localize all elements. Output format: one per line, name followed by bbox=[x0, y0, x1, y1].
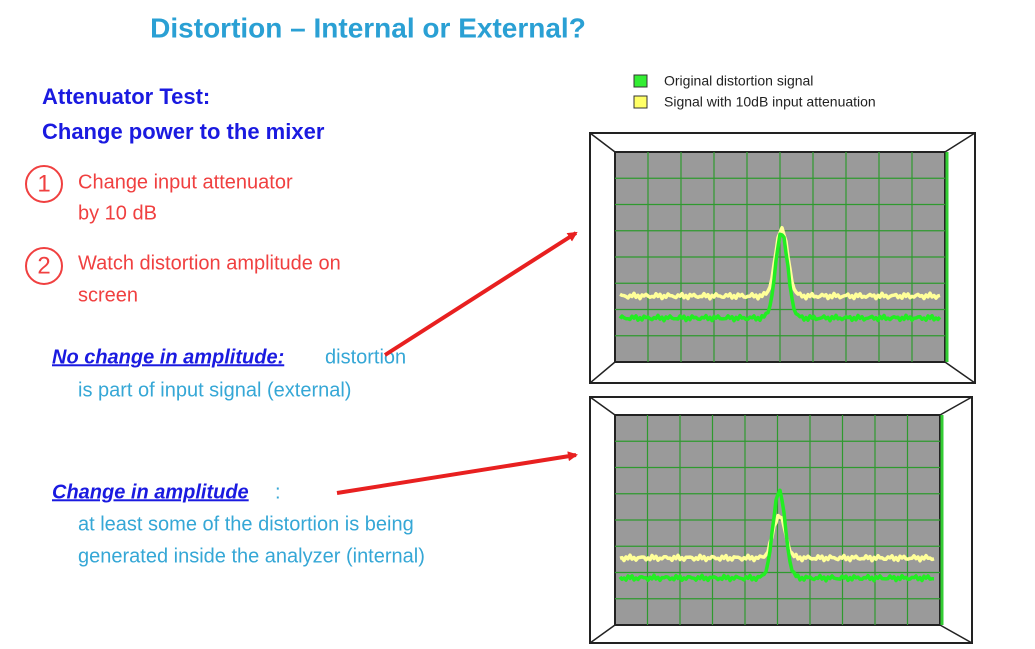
conclusion-label: No change in amplitude: bbox=[52, 346, 284, 368]
legend-swatch bbox=[633, 74, 648, 88]
legend-text: Original distortion signal bbox=[664, 73, 813, 89]
conclusion-text: at least some of the distortion is being bbox=[78, 513, 414, 535]
bezel-edge bbox=[939, 396, 973, 416]
bezel-edge bbox=[944, 361, 976, 384]
conclusion-text: distortion bbox=[325, 346, 406, 368]
step-text: Watch distortion amplitude on bbox=[78, 252, 341, 274]
arrow bbox=[336, 451, 578, 495]
bezel-edge bbox=[589, 624, 616, 644]
conclusion-suffix: : bbox=[275, 481, 281, 503]
conclusion-text: is part of input signal (external) bbox=[78, 379, 351, 401]
step-text: by 10 dB bbox=[78, 202, 157, 224]
trace bbox=[618, 488, 934, 583]
bezel-edge bbox=[944, 132, 976, 153]
bezel-edge bbox=[589, 132, 616, 153]
step-number: 2 bbox=[37, 252, 50, 279]
step-text: Change input attenuator bbox=[78, 171, 293, 193]
screens bbox=[589, 132, 976, 644]
trace bbox=[618, 232, 942, 323]
heading-line: Attenuator Test: bbox=[42, 84, 210, 109]
step-circle bbox=[25, 247, 63, 285]
bezel-edge bbox=[589, 361, 616, 384]
title: Distortion – Internal or External? bbox=[150, 12, 586, 43]
step-number: 1 bbox=[37, 170, 50, 197]
bezel-edge bbox=[589, 396, 616, 416]
legend-swatch bbox=[633, 95, 648, 109]
bezel-edge bbox=[939, 624, 973, 644]
trace bbox=[619, 513, 935, 563]
conclusion-text: generated inside the analyzer (internal) bbox=[78, 545, 425, 567]
arrow bbox=[383, 231, 578, 357]
heading-line: Change power to the mixer bbox=[42, 119, 325, 144]
conclusion-label: Change in amplitude bbox=[52, 481, 249, 503]
legend-text: Signal with 10dB input attenuation bbox=[664, 94, 876, 110]
step-text: screen bbox=[78, 284, 138, 306]
step-circle bbox=[25, 165, 63, 203]
